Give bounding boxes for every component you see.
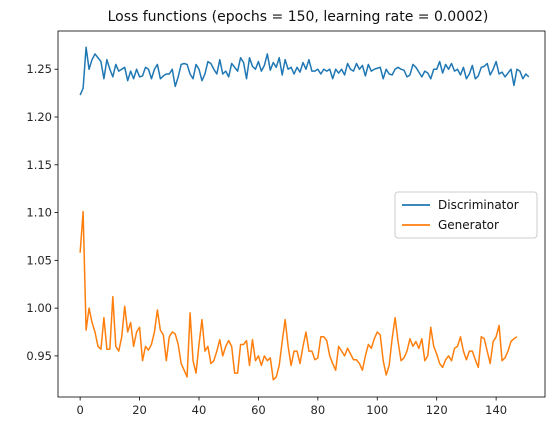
y-tick-label: 1.15	[26, 158, 52, 172]
y-tick-label: 1.20	[26, 110, 52, 124]
x-tick-label: 0	[76, 403, 83, 417]
x-tick-label: 120	[426, 403, 448, 417]
y-tick-label: 1.10	[26, 206, 52, 220]
x-tick-label: 140	[485, 403, 507, 417]
y-tick-label: 1.25	[26, 62, 52, 76]
legend: Discriminator Generator	[395, 192, 537, 238]
x-tick-label: 20	[132, 403, 147, 417]
series-line-discriminator	[80, 47, 529, 95]
x-tick-label: 80	[311, 403, 326, 417]
x-tick-label: 60	[251, 403, 266, 417]
y-tick-label: 1.05	[26, 253, 52, 267]
legend-label-discriminator: Discriminator	[438, 198, 519, 212]
y-tick-label: 1.00	[26, 301, 52, 315]
x-tick-label: 40	[192, 403, 207, 417]
legend-label-generator: Generator	[438, 218, 499, 232]
chart-title: Loss functions (epochs = 150, learning r…	[108, 9, 489, 25]
x-tick-label: 100	[366, 403, 388, 417]
y-tick-label: 0.95	[26, 349, 52, 363]
axis-ticks: 0 20 40 60 80 100 120 140 0.95 1.00 1.05 1.10 1.15 1.…	[26, 62, 507, 417]
